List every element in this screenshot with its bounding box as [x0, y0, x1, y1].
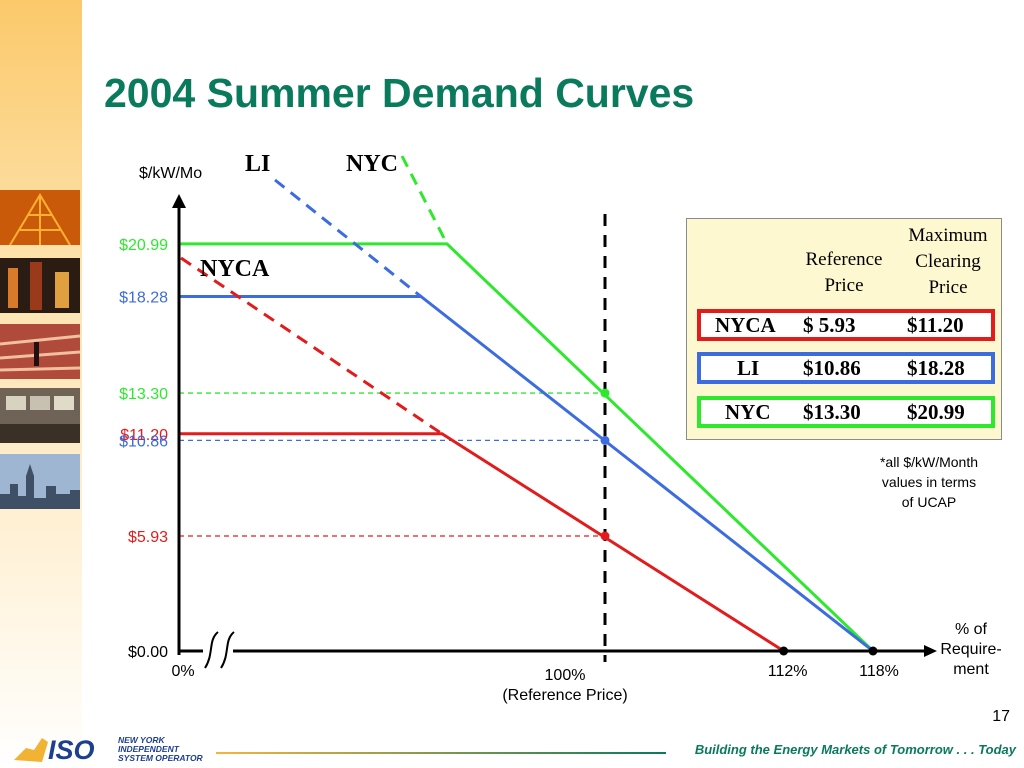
skyline-photo: [0, 454, 80, 509]
reference-price-cell: $13.30: [803, 399, 861, 424]
y-tick-label: $20.99: [119, 237, 168, 254]
footer-rule: [216, 752, 666, 754]
logo-wordmark: ISO: [48, 735, 95, 764]
logo-line: NEW YORK: [118, 735, 165, 745]
header-line: Clearing: [915, 251, 981, 272]
reference-price-header: Reference Price: [783, 247, 905, 299]
motion-photo: [0, 324, 80, 379]
curve-li-extension: [274, 178, 422, 298]
logo-line: INDEPENDENT: [118, 744, 179, 754]
y-tick-label: $13.30: [119, 386, 168, 403]
slide-title: 2004 Summer Demand Curves: [104, 70, 695, 116]
y-axis-arrow: [172, 194, 186, 208]
reference-price-caption: 100% (Reference Price): [470, 666, 660, 706]
reference-price-cell: $10.86: [803, 355, 861, 380]
header-line: Price: [824, 275, 864, 296]
reference-price-table: Reference Price Maximum Clearing Price N…: [686, 218, 1002, 440]
table-row-nyc: NYC $13.30 $20.99: [697, 396, 995, 428]
city-night-photo: [0, 258, 80, 313]
point-li-reference: [600, 435, 610, 445]
tick-labels: $20.99$18.28$13.30$11.20$10.86$5.93$0.00…: [119, 237, 899, 680]
guide-lines: [179, 214, 607, 662]
note-line: of UCAP: [901, 494, 957, 510]
control-room-photo: [0, 388, 80, 443]
logo-line: SYSTEM OPERATOR: [118, 753, 203, 763]
point-zero-118: [868, 646, 878, 656]
series-label-nyc: NYC: [346, 151, 398, 177]
y-axis-title: $/kW/Mo: [139, 165, 202, 182]
axis-break-mark: [220, 631, 235, 669]
y-tick-label: $5.93: [128, 529, 168, 546]
x-tick-label: 0%: [171, 663, 194, 680]
note-line: values in terms: [881, 474, 977, 490]
y-tick-label: $0.00: [128, 644, 168, 661]
header-line: Price: [928, 277, 968, 298]
x-axis-title-line: ment: [953, 661, 989, 678]
zone-cell: NYCA: [715, 312, 776, 337]
x-tick-100: 100%: [544, 667, 586, 684]
curve-li: [179, 294, 874, 653]
y-tick-label: $18.28: [119, 289, 168, 306]
series-label-li: LI: [245, 151, 270, 177]
max-price-cell: $11.20: [907, 312, 964, 337]
point-nyc-reference: [600, 388, 610, 398]
note-line: *all $/kW/Month: [879, 454, 979, 470]
tower-photo: [0, 190, 80, 245]
decorative-side-band: [0, 0, 82, 768]
x-axis-arrow: [924, 645, 937, 657]
maximum-clearing-price-header: Maximum Clearing Price: [893, 223, 1003, 301]
curve-nyca-extension: [180, 256, 443, 436]
point-nyca-reference: [600, 531, 610, 541]
x-axis-title-line: Require-: [940, 641, 1002, 658]
reference-price-cell: $ 5.93: [803, 312, 856, 337]
axis-break-mark: [204, 631, 219, 669]
zone-cell: LI: [737, 355, 760, 380]
x-axis-title-line: % of: [954, 621, 987, 638]
curve-nyc-extension: [400, 155, 449, 245]
reference-caption: (Reference Price): [502, 687, 628, 704]
x-axis-title: % of Require- ment: [922, 620, 1020, 680]
series-label-nyca: NYCA: [200, 256, 270, 282]
max-price-cell: $20.99: [907, 399, 965, 424]
series-name-labels: LI NYC NYCA: [200, 151, 398, 282]
point-zero-112: [779, 646, 789, 656]
curve-nyc: [179, 242, 875, 653]
header-line: Maximum: [908, 225, 988, 246]
header-line: Reference: [805, 249, 883, 270]
page-number: 17: [992, 708, 1010, 725]
table-row-nyca: NYCA $ 5.93 $11.20: [697, 309, 995, 341]
x-tick-label: 112%: [768, 663, 808, 680]
footer-tagline: Building the Energy Markets of Tomorrow …: [694, 742, 1016, 757]
x-tick-label: 118%: [859, 663, 899, 680]
y-tick-label: $10.86: [119, 433, 168, 450]
curve-nyca: [179, 432, 785, 653]
table-row-li: LI $10.86 $18.28: [697, 352, 995, 384]
max-price-cell: $18.28: [907, 355, 965, 380]
nyiso-logo: ISO: [14, 735, 95, 764]
series-lines: [179, 155, 875, 653]
data-points: [600, 388, 878, 656]
y-tick-label: $11.20: [120, 427, 168, 444]
zone-cell: NYC: [725, 399, 771, 424]
ucap-footnote: *all $/kW/Month values in terms of UCAP: [864, 452, 994, 512]
logo-subtitle: NEW YORK INDEPENDENT SYSTEM OPERATOR: [118, 736, 203, 763]
axes: $/kW/Mo: [139, 165, 937, 669]
